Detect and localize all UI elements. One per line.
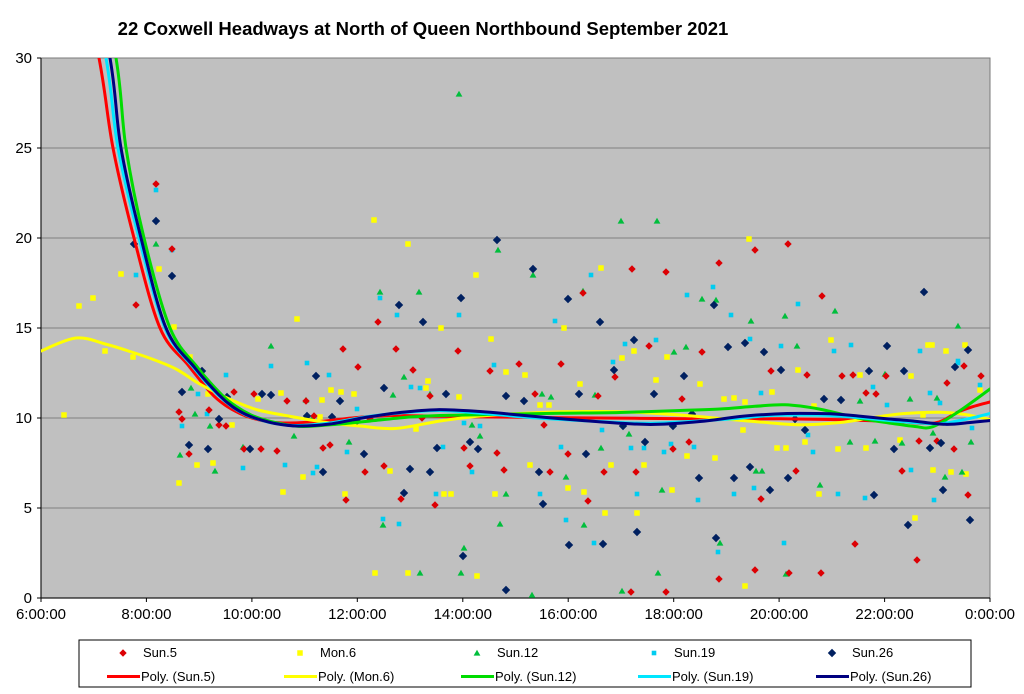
svg-text:Sun.19: Sun.19 (674, 645, 715, 660)
svg-text:14:00:00: 14:00:00 (434, 606, 492, 623)
svg-text:Sun.26: Sun.26 (852, 645, 893, 660)
svg-text:Sun.12: Sun.12 (497, 645, 538, 660)
svg-text:0:00:00: 0:00:00 (965, 606, 1015, 623)
svg-text:18:00:00: 18:00:00 (645, 606, 703, 623)
svg-text:8:00:00: 8:00:00 (121, 606, 171, 623)
svg-text:Mon.6: Mon.6 (320, 645, 356, 660)
svg-text:15: 15 (15, 320, 32, 337)
svg-text:Poly. (Sun.5): Poly. (Sun.5) (141, 669, 215, 684)
svg-text:22:00:00: 22:00:00 (855, 606, 913, 623)
svg-text:Poly. (Mon.6): Poly. (Mon.6) (318, 669, 394, 684)
svg-text:22 Coxwell Headways at North o: 22 Coxwell Headways at North of Queen No… (118, 18, 729, 39)
svg-text:25: 25 (15, 140, 32, 157)
svg-text:20: 20 (15, 230, 32, 247)
svg-text:16:00:00: 16:00:00 (539, 606, 597, 623)
svg-text:12:00:00: 12:00:00 (328, 606, 386, 623)
svg-text:Poly. (Sun.26): Poly. (Sun.26) (850, 669, 931, 684)
svg-text:5: 5 (24, 500, 32, 517)
svg-text:6:00:00: 6:00:00 (16, 606, 66, 623)
svg-text:20:00:00: 20:00:00 (750, 606, 808, 623)
svg-text:Poly. (Sun.12): Poly. (Sun.12) (495, 669, 576, 684)
svg-text:Poly. (Sun.19): Poly. (Sun.19) (672, 669, 753, 684)
svg-text:10: 10 (15, 410, 32, 427)
svg-text:30: 30 (15, 50, 32, 67)
svg-text:Sun.5: Sun.5 (143, 645, 177, 660)
svg-text:0: 0 (24, 590, 32, 607)
svg-text:10:00:00: 10:00:00 (223, 606, 281, 623)
